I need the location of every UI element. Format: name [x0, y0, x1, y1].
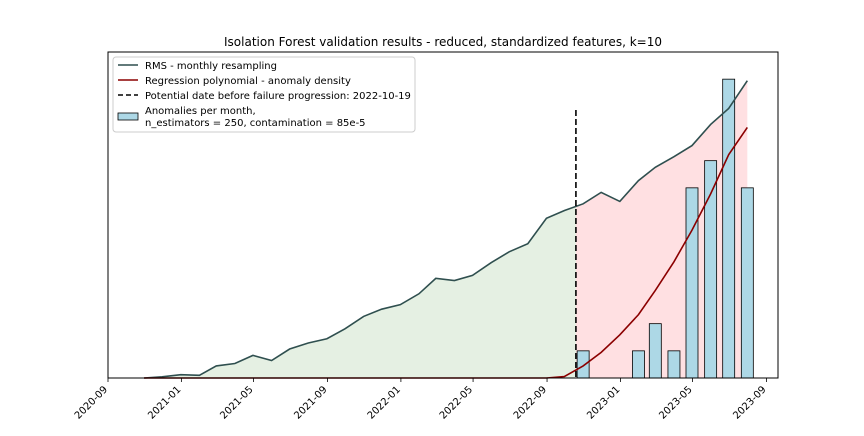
x-tick-label: 2023-05: [657, 384, 694, 421]
legend-label-line: RMS - monthly resampling: [145, 61, 277, 72]
legend-box: [112, 56, 416, 133]
chart-title: Isolation Forest validation results - re…: [224, 35, 662, 49]
x-tick-label: 2021-01: [146, 384, 183, 421]
legend-label: Regression polynomial - anomaly density: [145, 76, 351, 87]
x-tick-label: 2021-05: [218, 384, 255, 421]
legend-swatch-bar: [117, 112, 139, 121]
x-tick-label: 2023-01: [585, 384, 622, 421]
x-tick-label: 2022-09: [512, 384, 549, 421]
legend-label: Anomalies per month, n_estimators = 250, …: [145, 106, 366, 129]
rms-line: [144, 80, 748, 379]
anomaly-bar: [667, 350, 681, 379]
legend-label-line: n_estimators = 250, contamination = 85e-…: [145, 118, 366, 129]
legend-label-line: Potential date before failure progressio…: [145, 91, 411, 102]
anomaly-bar: [648, 323, 662, 379]
legend-label-line: Anomalies per month,: [145, 106, 256, 117]
axes-frame: [107, 51, 779, 379]
x-tick-label: 2021-09: [292, 384, 329, 421]
x-tick-label: 2022-01: [366, 384, 403, 421]
anomaly-bar: [685, 187, 699, 379]
x-tick-label: 2020-09: [73, 384, 110, 421]
legend-label-line: Regression polynomial - anomaly density: [145, 76, 351, 87]
anomaly-bar: [576, 350, 590, 379]
anomaly-bar: [722, 78, 736, 379]
legend-label: Potential date before failure progressio…: [145, 91, 411, 102]
x-tick-label: 2022-05: [438, 384, 475, 421]
x-tick-label: 2023-09: [731, 384, 768, 421]
anomaly-bar: [632, 350, 645, 379]
area-before-potential-date: [144, 206, 576, 378]
legend: RMS - monthly resampling Regression polyn…: [112, 56, 416, 133]
anomaly-bar: [740, 187, 754, 379]
legend-label: RMS - monthly resampling: [145, 61, 277, 72]
plot-area: [144, 78, 754, 379]
